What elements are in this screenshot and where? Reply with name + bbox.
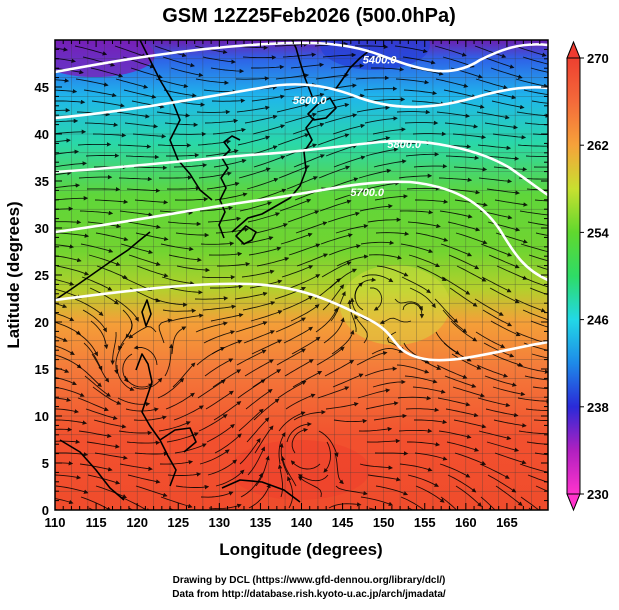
x-tick-label: 150 bbox=[373, 515, 395, 530]
colorbar-body bbox=[567, 58, 580, 494]
x-tick-label: 160 bbox=[455, 515, 477, 530]
y-tick-label: 25 bbox=[35, 268, 49, 283]
y-axis-label: Latitude (degrees) bbox=[4, 201, 23, 348]
credit-data: Data from http://database.rish.kyoto-u.a… bbox=[172, 589, 446, 600]
x-tick-label: 130 bbox=[208, 515, 230, 530]
streamline bbox=[529, 508, 554, 529]
x-axis-label: Longitude (degrees) bbox=[219, 540, 382, 559]
y-tick-label: 10 bbox=[35, 409, 49, 424]
x-tick-label: 115 bbox=[86, 515, 107, 530]
colorbar-bottom-arrow bbox=[567, 494, 580, 510]
streamline bbox=[86, 156, 118, 157]
y-tick-label: 0 bbox=[42, 503, 49, 518]
colorbar-tick-label: 246 bbox=[587, 313, 609, 328]
x-tick-label: 155 bbox=[414, 515, 436, 530]
contour-label: 5400.0 bbox=[363, 55, 398, 67]
y-tick-label: 30 bbox=[35, 221, 49, 236]
colorbar-tick-label: 238 bbox=[587, 400, 609, 415]
streamline bbox=[158, 145, 190, 146]
colorbar-tick-label: 262 bbox=[587, 138, 609, 153]
y-tick-label: 5 bbox=[42, 456, 49, 471]
x-tick-label: 145 bbox=[332, 515, 354, 530]
x-tick-label: 120 bbox=[126, 515, 148, 530]
colorbar-top-arrow bbox=[567, 42, 580, 58]
credit-drawing: Drawing by DCL (https://www.gfd-dennou.o… bbox=[173, 575, 446, 586]
contour-label: 5600.0 bbox=[293, 95, 328, 107]
y-tick-label: 40 bbox=[35, 127, 49, 142]
colorbar-ticks: 230 238 246 254 262 270 bbox=[580, 51, 609, 502]
colorbar-tick-label: 254 bbox=[587, 225, 609, 240]
contour-label: 5800.0 bbox=[387, 139, 422, 151]
y-tick-label: 15 bbox=[35, 362, 49, 377]
colorbar-tick-label: 230 bbox=[587, 487, 609, 502]
x-tick-label: 165 bbox=[496, 515, 518, 530]
x-tick-label: 135 bbox=[250, 515, 272, 530]
streamline bbox=[173, 134, 205, 135]
colorbar-tick-label: 270 bbox=[587, 51, 609, 66]
streamline bbox=[375, 453, 407, 454]
streamline bbox=[533, 134, 565, 135]
x-tick-label: 140 bbox=[291, 515, 313, 530]
contour-label: 5700.0 bbox=[350, 187, 385, 199]
y-tick-labels: 0 5 10 15 20 25 30 35 40 45 bbox=[35, 80, 49, 518]
x-tick-label: 125 bbox=[167, 515, 189, 530]
colorbar: 230 238 246 254 262 270 bbox=[567, 42, 609, 510]
streamline bbox=[413, 134, 445, 135]
map-title: GSM 12Z25Feb2026 (500.0hPa) bbox=[162, 5, 455, 27]
y-tick-label: 20 bbox=[35, 315, 49, 330]
y-tick-label: 45 bbox=[35, 80, 49, 95]
y-tick-label: 35 bbox=[35, 174, 49, 189]
streamline bbox=[405, 123, 437, 124]
